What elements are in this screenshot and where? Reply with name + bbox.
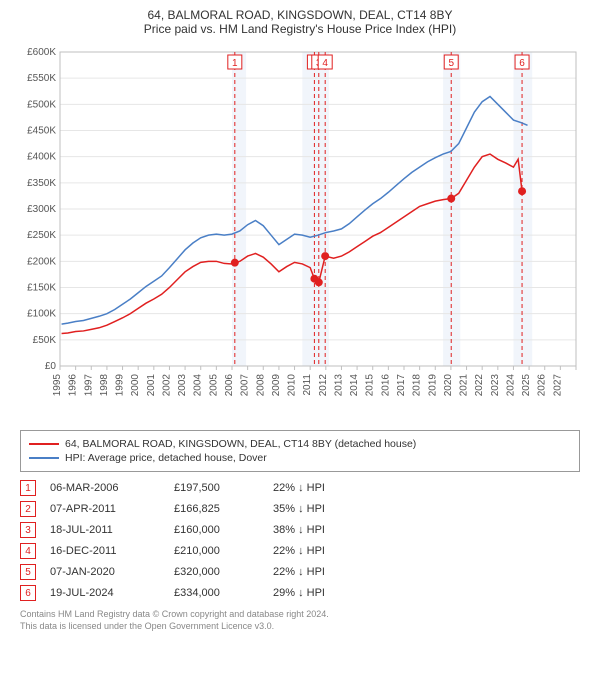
footer-line: Contains HM Land Registry data © Crown c… [20,609,580,621]
event-date: 16-DEC-2011 [50,545,160,557]
svg-text:2020: 2020 [443,374,454,397]
svg-text:6: 6 [519,58,525,69]
svg-text:2009: 2009 [271,374,282,397]
event-number-box: 4 [20,543,36,559]
svg-text:2021: 2021 [459,374,470,397]
legend-line-icon [29,457,59,459]
legend-line-icon [29,443,59,445]
legend-row-hpi: HPI: Average price, detached house, Dove… [29,452,571,464]
svg-text:2012: 2012 [318,374,329,397]
event-diff: 22% ↓ HPI [273,566,383,578]
svg-text:1996: 1996 [68,374,79,397]
svg-text:2025: 2025 [521,374,532,397]
svg-text:£0: £0 [45,361,57,372]
event-number-box: 3 [20,522,36,538]
legend-label: 64, BALMORAL ROAD, KINGSDOWN, DEAL, CT14… [65,438,416,450]
svg-text:2026: 2026 [537,374,548,397]
attribution-footer: Contains HM Land Registry data © Crown c… [20,609,580,632]
svg-text:£250K: £250K [27,230,56,241]
event-row: 4 16-DEC-2011 £210,000 22% ↓ HPI [20,543,580,559]
event-price: £166,825 [174,503,259,515]
event-number-box: 6 [20,585,36,601]
svg-text:£600K: £600K [27,47,56,58]
svg-text:£150K: £150K [27,283,56,294]
svg-text:2007: 2007 [240,374,251,397]
event-date: 18-JUL-2011 [50,524,160,536]
event-date: 06-MAR-2006 [50,482,160,494]
event-price: £197,500 [174,482,259,494]
event-row: 5 07-JAN-2020 £320,000 22% ↓ HPI [20,564,580,580]
legend: 64, BALMORAL ROAD, KINGSDOWN, DEAL, CT14… [20,430,580,472]
svg-text:1999: 1999 [115,374,126,397]
chart-subtitle: Price paid vs. HM Land Registry's House … [8,22,592,36]
svg-text:£300K: £300K [27,204,56,215]
svg-text:2023: 2023 [490,374,501,397]
event-diff: 29% ↓ HPI [273,587,383,599]
svg-text:2010: 2010 [287,374,298,397]
svg-text:1995: 1995 [52,374,63,397]
svg-text:2013: 2013 [333,374,344,397]
svg-text:£550K: £550K [27,73,56,84]
event-diff: 22% ↓ HPI [273,545,383,557]
svg-text:1: 1 [232,58,238,69]
svg-text:2019: 2019 [427,374,438,397]
event-date: 07-APR-2011 [50,503,160,515]
event-row: 6 19-JUL-2024 £334,000 29% ↓ HPI [20,585,580,601]
event-price: £160,000 [174,524,259,536]
event-diff: 38% ↓ HPI [273,524,383,536]
footer-line: This data is licensed under the Open Gov… [20,621,580,633]
chart-address-title: 64, BALMORAL ROAD, KINGSDOWN, DEAL, CT14… [8,8,592,22]
events-table: 1 06-MAR-2006 £197,500 22% ↓ HPI 2 07-APR-201… [20,480,580,601]
svg-text:£400K: £400K [27,152,56,163]
svg-text:2014: 2014 [349,374,360,397]
event-date: 07-JAN-2020 [50,566,160,578]
svg-text:2000: 2000 [130,374,141,397]
svg-text:2017: 2017 [396,374,407,397]
svg-text:2027: 2027 [552,374,563,397]
svg-text:2011: 2011 [302,374,313,396]
event-row: 2 07-APR-2011 £166,825 35% ↓ HPI [20,501,580,517]
svg-text:2003: 2003 [177,374,188,397]
event-number-box: 2 [20,501,36,517]
event-number-box: 5 [20,564,36,580]
event-row: 1 06-MAR-2006 £197,500 22% ↓ HPI [20,480,580,496]
svg-text:2005: 2005 [208,374,219,397]
svg-text:2002: 2002 [161,374,172,397]
event-number-box: 1 [20,480,36,496]
event-price: £320,000 [174,566,259,578]
svg-text:5: 5 [448,58,454,69]
legend-row-property: 64, BALMORAL ROAD, KINGSDOWN, DEAL, CT14… [29,438,571,450]
legend-label: HPI: Average price, detached house, Dove… [65,452,267,464]
event-row: 3 18-JUL-2011 £160,000 38% ↓ HPI [20,522,580,538]
svg-text:£500K: £500K [27,99,56,110]
svg-text:1997: 1997 [83,374,94,397]
svg-text:2006: 2006 [224,374,235,397]
event-price: £334,000 [174,587,259,599]
svg-text:2015: 2015 [365,374,376,397]
svg-text:£50K: £50K [33,335,57,346]
svg-text:2004: 2004 [193,374,204,397]
event-diff: 35% ↓ HPI [273,503,383,515]
svg-text:2024: 2024 [505,374,516,397]
svg-text:£450K: £450K [27,126,56,137]
line-chart: £0 £50K £100K £150K £200K £250K £300K £350K £400… [20,46,580,416]
svg-text:£350K: £350K [27,178,56,189]
svg-text:£100K: £100K [27,309,56,320]
svg-text:4: 4 [322,58,328,69]
event-date: 19-JUL-2024 [50,587,160,599]
svg-text:2016: 2016 [380,374,391,397]
event-price: £210,000 [174,545,259,557]
event-diff: 22% ↓ HPI [273,482,383,494]
svg-text:2022: 2022 [474,374,485,397]
svg-text:2018: 2018 [412,374,423,397]
svg-text:1998: 1998 [99,374,110,397]
svg-text:2001: 2001 [146,374,157,397]
svg-text:£200K: £200K [27,256,56,267]
svg-text:2008: 2008 [255,374,266,397]
